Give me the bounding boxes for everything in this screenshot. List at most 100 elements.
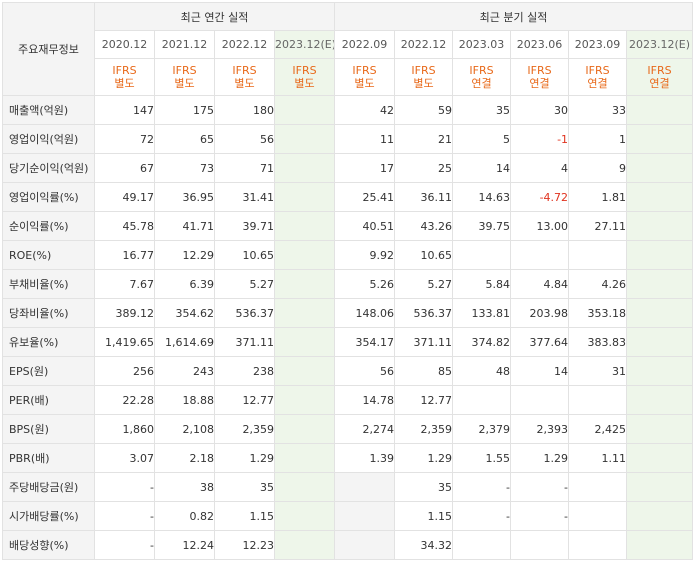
quarter-value-cell xyxy=(510,385,570,415)
annual-value-cell: 35 xyxy=(214,472,275,502)
row-label: 주당배당금(원) xyxy=(2,472,95,502)
annual-value-cell: 7.67 xyxy=(94,269,155,299)
quarter-value-cell: 2,379 xyxy=(452,414,512,444)
ifrs-label: IFRS xyxy=(352,64,377,77)
annual-value-cell: 1,614.69 xyxy=(154,327,215,357)
annual-period: 2021.12 xyxy=(154,30,215,59)
quarter-value-cell xyxy=(452,530,512,560)
annual-value-cell: 71 xyxy=(214,153,275,183)
table-row: 배당성향(%) -12.24 12.23 34.32 xyxy=(2,530,694,560)
row-header-label: 주요재무정보 xyxy=(2,2,95,96)
annual-value-cell: 5.27 xyxy=(214,269,275,299)
quarter-value-cell: 10.65 xyxy=(394,240,454,270)
quarter-value-cell: 21 xyxy=(394,124,454,154)
quarter-value-cell: 14 xyxy=(452,153,512,183)
ifrs-type: 별도 xyxy=(234,77,255,90)
quarter-value-cell: 9 xyxy=(568,153,628,183)
quarter-value-cell: 1.15 xyxy=(394,501,454,531)
table-row: PBR(배) 3.07 2.18 1.29 1.39 1.29 1.55 1.29 1.11 xyxy=(2,443,694,473)
quarter-value-cell xyxy=(626,356,694,386)
quarter-value-cell xyxy=(568,501,628,531)
annual-value-cell: 180 xyxy=(214,95,275,125)
annual-value-cell xyxy=(273,385,336,415)
row-label: 영업이익(억원) xyxy=(2,124,95,154)
ifrs-basis: IFRS 연결 xyxy=(452,58,512,96)
ifrs-label: IFRS xyxy=(172,64,197,77)
annual-value-cell: 67 xyxy=(94,153,155,183)
annual-value-cell: 16.77 xyxy=(94,240,155,270)
table-row: ROE(%) 16.77 12.29 10.65 9.92 10.65 xyxy=(2,240,694,270)
quarter-value-cell: 1 xyxy=(568,124,628,154)
ifrs-basis: IFRS 별도 xyxy=(273,58,336,96)
annual-value-cell xyxy=(273,414,336,444)
annual-value-cell: 1,860 xyxy=(94,414,155,444)
quarter-value-cell: 35 xyxy=(394,472,454,502)
quarter-value-cell: 2,425 xyxy=(568,414,628,444)
quarter-value-cell xyxy=(568,385,628,415)
quarter-value-cell: 42 xyxy=(334,95,396,125)
row-label: PER(배) xyxy=(2,385,95,415)
ifrs-basis: IFRS 별도 xyxy=(214,58,275,96)
quarter-value-cell: 2,393 xyxy=(510,414,570,444)
annual-value-cell: 45.78 xyxy=(94,211,155,241)
ifrs-basis: IFRS 연결 xyxy=(568,58,628,96)
row-label: 매출액(억원) xyxy=(2,95,95,125)
row-label: 순이익률(%) xyxy=(2,211,95,241)
quarter-value-cell xyxy=(626,269,694,299)
ifrs-label: IFRS xyxy=(292,64,317,77)
quarter-value-cell: 1.29 xyxy=(510,443,570,473)
annual-value-cell: 10.65 xyxy=(214,240,275,270)
quarter-value-cell: 133.81 xyxy=(452,298,512,328)
annual-value-cell xyxy=(273,240,336,270)
table-row: 매출액(억원) 147 175 180 42 59 35 30 33 xyxy=(2,95,694,125)
quarter-value-cell: 148.06 xyxy=(334,298,396,328)
quarter-value-cell: - xyxy=(510,501,570,531)
ifrs-type: 연결 xyxy=(471,77,492,90)
annual-value-cell xyxy=(273,530,336,560)
row-label: 배당성향(%) xyxy=(2,530,95,560)
annual-value-cell: 22.28 xyxy=(94,385,155,415)
quarter-value-cell xyxy=(626,385,694,415)
ifrs-type: 별도 xyxy=(114,77,135,90)
row-label: BPS(원) xyxy=(2,414,95,444)
annual-value-cell: 2,359 xyxy=(214,414,275,444)
ifrs-basis: IFRS 별도 xyxy=(154,58,215,96)
annual-value-cell xyxy=(273,124,336,154)
quarter-value-cell xyxy=(626,124,694,154)
table-row: 시가배당률(%) -0.82 1.15 1.15- - xyxy=(2,501,694,531)
quarter-value-cell: - xyxy=(452,472,512,502)
quarter-value-cell: 536.37 xyxy=(394,298,454,328)
annual-value-cell xyxy=(273,472,336,502)
quarter-value-cell: 5.27 xyxy=(394,269,454,299)
quarter-value-cell: 1.81 xyxy=(568,182,628,212)
annual-value-cell: 2.18 xyxy=(154,443,215,473)
annual-value-cell xyxy=(273,95,336,125)
quarter-value-cell: 1.11 xyxy=(568,443,628,473)
annual-value-cell: 1.29 xyxy=(214,443,275,473)
quarter-value-cell: 4 xyxy=(510,153,570,183)
quarter-value-cell: 48 xyxy=(452,356,512,386)
ifrs-type: 별도 xyxy=(354,77,375,90)
annual-value-cell xyxy=(273,269,336,299)
quarter-value-cell: 35 xyxy=(452,95,512,125)
quarter-value-cell: 354.17 xyxy=(334,327,396,357)
annual-value-cell: 12.77 xyxy=(214,385,275,415)
quarter-value-cell xyxy=(510,240,570,270)
quarter-period: 2023.09 xyxy=(568,30,628,59)
quarter-value-cell: 2,274 xyxy=(334,414,396,444)
quarter-value-cell: 56 xyxy=(334,356,396,386)
annual-value-cell: - xyxy=(94,472,155,502)
ifrs-label: IFRS xyxy=(411,64,436,77)
quarter-value-cell xyxy=(334,530,396,560)
annual-value-cell: 38 xyxy=(154,472,215,502)
annual-value-cell: 36.95 xyxy=(154,182,215,212)
quarter-period: 2022.12 xyxy=(394,30,454,59)
quarter-value-cell: 5 xyxy=(452,124,512,154)
ifrs-type: 별도 xyxy=(174,77,195,90)
quarter-value-cell xyxy=(626,501,694,531)
table-row: 순이익률(%) 45.78 41.71 39.71 40.51 43.26 39.75 13.… xyxy=(2,211,694,241)
annual-value-cell: 49.17 xyxy=(94,182,155,212)
ifrs-basis: IFRS 별도 xyxy=(394,58,454,96)
row-label: 시가배당률(%) xyxy=(2,501,95,531)
row-label: ROE(%) xyxy=(2,240,95,270)
